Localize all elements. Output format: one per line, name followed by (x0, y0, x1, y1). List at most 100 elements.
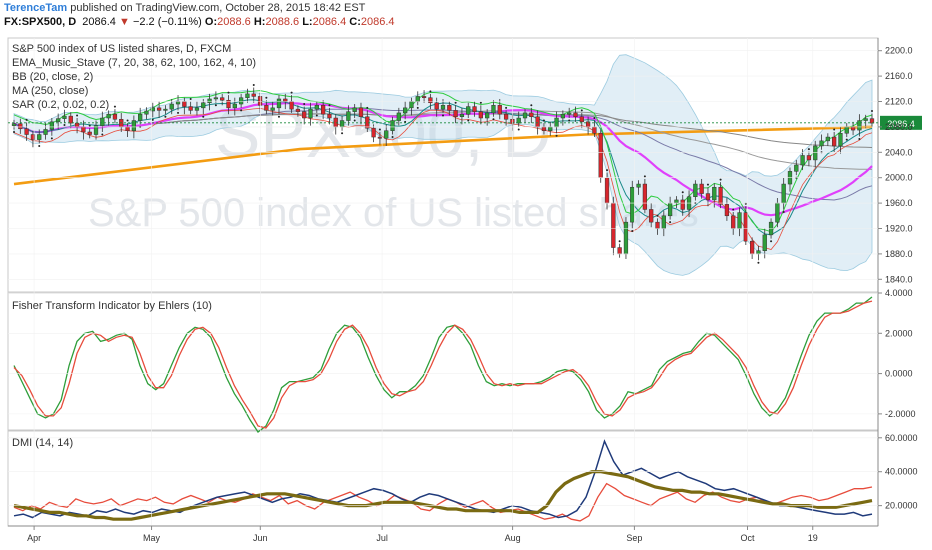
fisher-axis-tick-label: -2.0000 (885, 409, 916, 419)
candle-body (535, 116, 540, 128)
candle-body (447, 105, 452, 111)
candle-body (87, 131, 92, 135)
candle-body (352, 107, 357, 112)
low-label: L: (302, 16, 313, 28)
candle-body (472, 106, 477, 112)
sar-dot (858, 137, 861, 140)
candle-body (390, 120, 395, 131)
x-axis-label: Apr (27, 533, 41, 543)
candle-body (283, 98, 288, 102)
sar-dot (63, 123, 66, 126)
candle-body (794, 164, 799, 172)
sar-dot (315, 114, 318, 117)
sar-dot (151, 118, 154, 121)
candle-body (396, 112, 401, 121)
candle-body (724, 204, 730, 217)
candle-body (548, 126, 553, 131)
sar-dot (214, 104, 217, 107)
candle-body (497, 105, 502, 115)
sar-dot (492, 118, 495, 121)
sar-dot (442, 114, 444, 117)
sar-dot (416, 106, 419, 109)
candle-body (731, 215, 736, 229)
candle-body (806, 155, 812, 161)
sar-dot (568, 119, 571, 122)
price-axis-tick-label: 1960.0 (885, 198, 913, 208)
sar-dot (467, 119, 470, 122)
candle-body (661, 215, 666, 229)
candle-body (421, 96, 427, 98)
candle-body (232, 103, 237, 109)
sar-dot (719, 178, 722, 181)
sar-dot (366, 106, 369, 109)
candle-body (825, 136, 830, 142)
candle-body (781, 183, 786, 204)
sar-dot (643, 175, 646, 178)
candle-body (579, 116, 584, 123)
candle-body (655, 221, 660, 229)
sar-dot (669, 221, 672, 224)
close-value: 2086.4 (360, 16, 395, 28)
candle-body (775, 202, 780, 223)
sar-dot (429, 90, 432, 93)
candle-body (466, 106, 471, 115)
price-axis-tick-label: 2120.0 (885, 97, 913, 107)
sar-dot (341, 132, 344, 135)
sar-dot (542, 119, 545, 122)
candle-body (314, 105, 319, 110)
fisher-axis-tick-label: 4.0000 (885, 288, 913, 298)
candle-body (453, 110, 458, 117)
ma-250-line (13, 125, 873, 186)
candle-body (30, 134, 36, 140)
sar-dot (277, 115, 280, 118)
candle-body (838, 133, 843, 147)
candle-body (485, 112, 490, 119)
fisher-legend: Fisher Transform Indicator by Ehlers (10… (12, 300, 212, 312)
candle-body (276, 98, 282, 109)
candle-body (604, 177, 610, 204)
candle-body (440, 105, 446, 110)
candle-body (358, 107, 364, 117)
candle-body (377, 136, 383, 139)
sar-dot (656, 214, 659, 217)
sar-dot (265, 96, 268, 99)
candle-body (478, 111, 483, 119)
candle-body (37, 134, 42, 140)
sar-dot (38, 144, 41, 147)
sar-dot (303, 103, 306, 106)
candle-body (150, 107, 155, 112)
price-axis-tick-label: 2160.0 (885, 71, 913, 81)
price-axis-tick-label: 1840.0 (885, 274, 913, 284)
candle-body (869, 118, 875, 124)
candle-body (636, 183, 641, 188)
sar-dot (454, 101, 457, 104)
sar-dot (833, 128, 836, 131)
candle-body (295, 108, 301, 112)
publish-line: TerenceTam published on TradingView.com,… (4, 2, 365, 14)
candle-body (598, 133, 603, 178)
candle-body (850, 126, 856, 131)
candle-body (43, 129, 48, 135)
candle-body (93, 125, 99, 135)
dmi-axis-tick-label: 40.0000 (885, 467, 918, 477)
x-axis-label: Jun (253, 533, 268, 543)
sar-dot (189, 97, 192, 100)
fisher-panel-frame (7, 292, 879, 431)
candle-body (560, 113, 565, 119)
author-link[interactable]: TerenceTam (4, 2, 68, 14)
candle-body (346, 111, 351, 121)
candle-body (762, 234, 767, 251)
sar-dot (555, 134, 558, 137)
candle-body (857, 120, 862, 131)
candle-body (131, 120, 136, 131)
candle-body (516, 117, 521, 124)
candle-body (194, 107, 200, 111)
candle-body (844, 126, 849, 134)
candle-body (138, 113, 143, 121)
candle-body (750, 240, 755, 255)
candle-body (434, 102, 439, 110)
down-arrow-icon: ▼ (118, 16, 130, 28)
candle-body (630, 186, 635, 223)
candle-body (680, 199, 685, 210)
